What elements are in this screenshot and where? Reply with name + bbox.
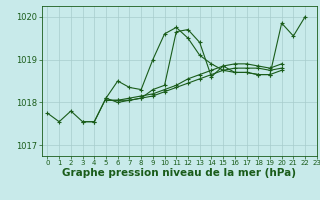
X-axis label: Graphe pression niveau de la mer (hPa): Graphe pression niveau de la mer (hPa) [62, 168, 296, 178]
